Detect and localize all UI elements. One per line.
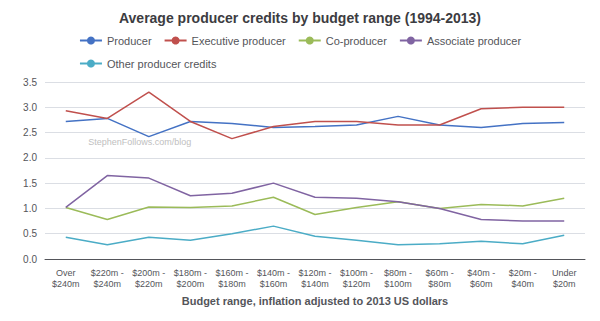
svg-text:$60m: $60m [470, 279, 493, 289]
svg-text:0.0: 0.0 [23, 254, 37, 265]
svg-text:$180m: $180m [218, 279, 246, 289]
svg-text:Co-producer: Co-producer [326, 35, 387, 47]
svg-text:$160m: $160m [260, 279, 288, 289]
svg-text:$200m -: $200m - [132, 268, 165, 278]
svg-text:$120m -: $120m - [298, 268, 331, 278]
svg-text:$40m: $40m [511, 279, 534, 289]
svg-text:Over: Over [56, 268, 76, 278]
svg-text:$100m: $100m [384, 279, 412, 289]
svg-text:$220m: $220m [135, 279, 163, 289]
svg-text:$40m -: $40m - [467, 268, 495, 278]
svg-text:Budget range, inflation adjust: Budget range, inflation adjusted to 2013… [182, 295, 449, 307]
svg-text:Associate producer: Associate producer [427, 35, 521, 47]
svg-text:2.0: 2.0 [23, 152, 37, 163]
svg-text:3.5: 3.5 [23, 77, 37, 88]
svg-text:StephenFollows.com/blog: StephenFollows.com/blog [88, 137, 191, 147]
svg-text:0.5: 0.5 [23, 228, 37, 239]
svg-text:2.5: 2.5 [23, 127, 37, 138]
svg-text:Executive producer: Executive producer [192, 35, 286, 47]
svg-text:$140m -: $140m - [257, 268, 290, 278]
svg-text:$160m -: $160m - [215, 268, 248, 278]
svg-text:$240m: $240m [52, 279, 80, 289]
svg-text:1.0: 1.0 [23, 203, 37, 214]
svg-text:1.5: 1.5 [23, 178, 37, 189]
svg-text:$80m: $80m [428, 279, 451, 289]
svg-text:$20m -: $20m - [509, 268, 537, 278]
svg-text:$220m -: $220m - [91, 268, 124, 278]
svg-text:$80m -: $80m - [384, 268, 412, 278]
svg-text:$200m: $200m [177, 279, 205, 289]
svg-text:Under: Under [552, 268, 577, 278]
svg-text:$120m: $120m [343, 279, 371, 289]
svg-text:$240m: $240m [94, 279, 122, 289]
svg-text:$140m: $140m [301, 279, 329, 289]
svg-text:Other producer credits: Other producer credits [107, 58, 217, 70]
svg-text:Producer: Producer [107, 35, 152, 47]
svg-text:$20m: $20m [553, 279, 576, 289]
svg-text:$180m -: $180m - [174, 268, 207, 278]
svg-text:Average producer credits by bu: Average producer credits by budget range… [119, 10, 481, 26]
svg-text:3.0: 3.0 [23, 102, 37, 113]
svg-text:$60m -: $60m - [426, 268, 454, 278]
svg-text:$100m -: $100m - [340, 268, 373, 278]
